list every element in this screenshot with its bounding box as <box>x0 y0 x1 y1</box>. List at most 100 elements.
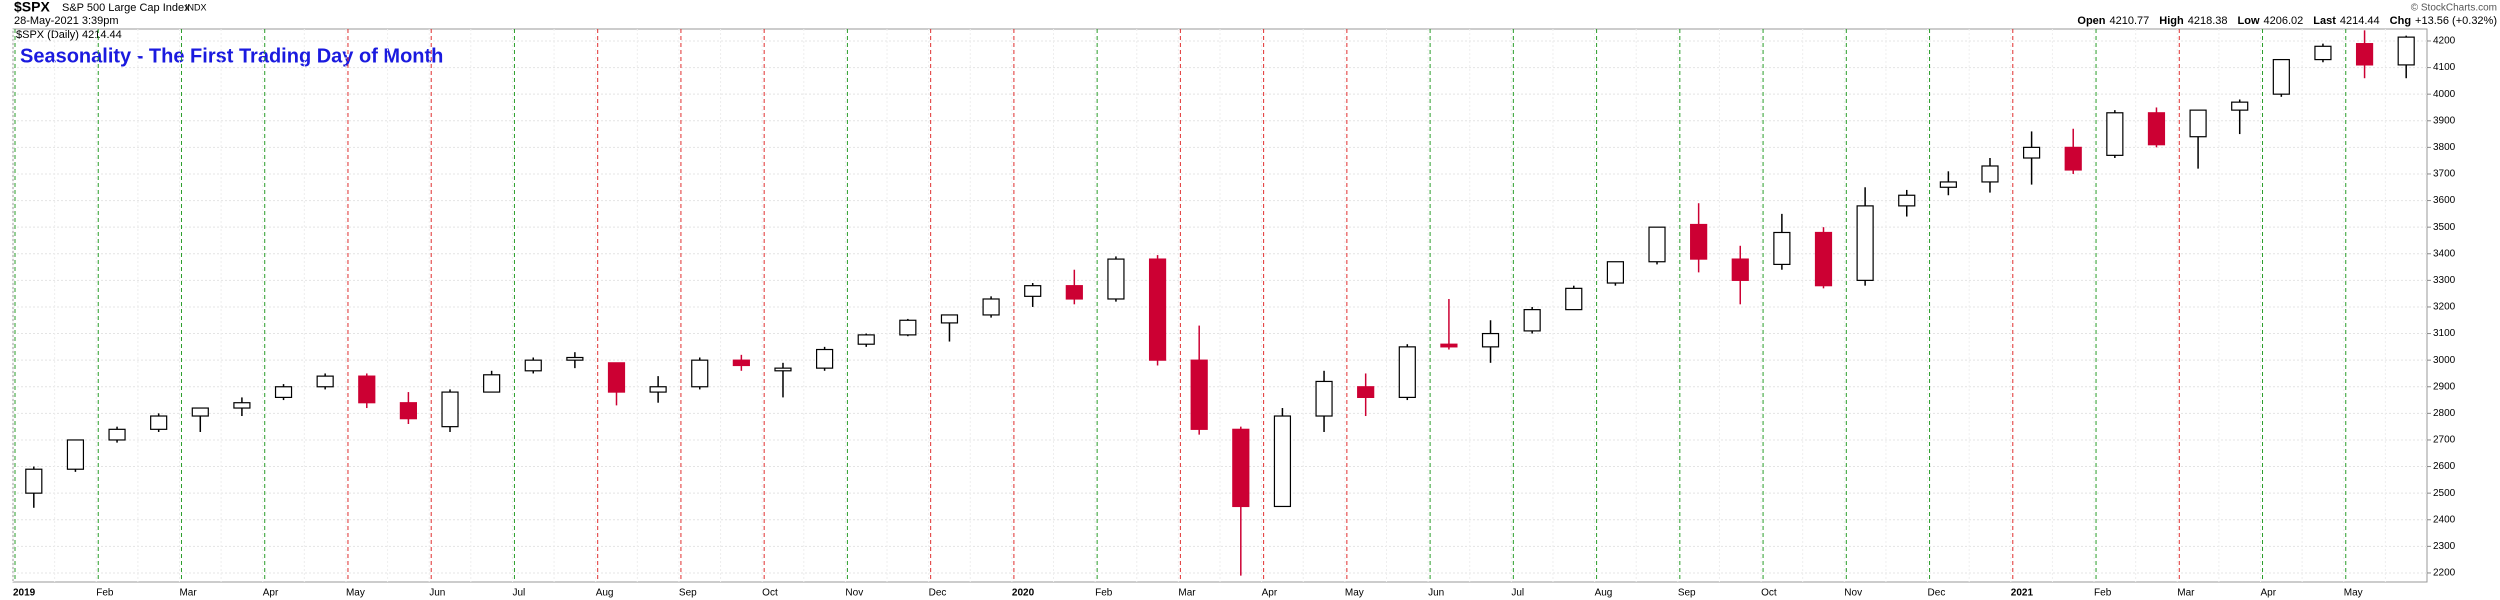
quote-label: Open <box>2077 15 2105 27</box>
y-tick-label: 2800 <box>2433 408 2456 419</box>
quote-value: 4218.38 <box>2188 15 2228 27</box>
y-tick-label: 3000 <box>2433 355 2456 366</box>
y-tick-label: 2700 <box>2433 435 2456 446</box>
y-tick-label: 3700 <box>2433 169 2456 180</box>
candle-body <box>1148 258 1167 361</box>
quote-label: Chg <box>2390 15 2411 27</box>
candle-body <box>1690 223 1708 260</box>
candle-body <box>1773 231 1791 266</box>
y-tick-label: 2200 <box>2433 568 2456 579</box>
candle-body <box>483 374 501 393</box>
candle-body <box>1315 380 1333 417</box>
candle-body <box>1606 261 1624 284</box>
candle-body <box>1565 287 1583 311</box>
y-tick-label: 3300 <box>2433 275 2456 286</box>
quote-value: 4210.77 <box>2110 15 2150 27</box>
y-tick-label: 2500 <box>2433 488 2456 499</box>
candle-body <box>2355 43 2374 66</box>
x-tick-label: Aug <box>1595 588 1613 599</box>
candle-body <box>1939 181 1957 188</box>
candle-body <box>66 439 85 470</box>
x-tick-label: Feb <box>96 588 114 599</box>
quote-value: 4206.02 <box>2264 15 2304 27</box>
candle-body <box>108 428 126 441</box>
candle-body <box>732 359 750 367</box>
y-tick-label: 3100 <box>2433 328 2456 339</box>
x-tick-label: Jun <box>1428 588 1444 599</box>
quote-label: High <box>2159 15 2184 27</box>
candle-body <box>2023 146 2041 159</box>
candle-body <box>1648 226 1666 263</box>
candle-body <box>1024 285 1042 297</box>
candle-body <box>1398 346 1416 399</box>
candle-body <box>524 359 542 372</box>
x-tick-label: Apr <box>1262 588 1278 599</box>
x-tick-label: Apr <box>2261 588 2277 599</box>
x-tick-label: Jun <box>429 588 445 599</box>
x-tick-label: Dec <box>929 588 947 599</box>
candle-body <box>1856 205 1874 281</box>
candle-body <box>566 356 584 361</box>
x-tick-label: Sep <box>1678 588 1696 599</box>
y-tick-label: 3900 <box>2433 115 2456 126</box>
candle-body <box>274 386 293 399</box>
y-tick-label: 3500 <box>2433 222 2456 233</box>
candle-body <box>857 334 875 345</box>
x-tick-label: Jul <box>512 588 525 599</box>
x-tick-label: Oct <box>1761 588 1777 599</box>
x-tick-label: Nov <box>845 588 863 599</box>
candle-body <box>2397 36 2415 66</box>
candle-body <box>150 415 168 430</box>
candle-body <box>1440 343 1458 348</box>
legend: $SPX (Daily) 4214.44 <box>16 29 122 41</box>
quote-label: Low <box>2238 15 2260 27</box>
candle-body <box>1898 194 1916 207</box>
x-tick-label: Mar <box>2177 588 2195 599</box>
candle-body <box>25 468 43 494</box>
quote-value: 4214.44 <box>2340 15 2380 27</box>
candle-body <box>2064 146 2082 171</box>
quote-label: Last <box>2313 15 2336 27</box>
x-tick-label: Feb <box>1095 588 1113 599</box>
candle-body <box>816 348 834 369</box>
x-tick-label: 2020 <box>1012 588 1035 599</box>
candle-body <box>316 375 334 388</box>
y-tick-label: 4000 <box>2433 89 2456 100</box>
symbol: $SPX <box>14 0 50 15</box>
x-tick-label: 2019 <box>13 588 36 599</box>
x-tick-label: Feb <box>2094 588 2112 599</box>
candle-body <box>1357 386 1375 399</box>
candle-body <box>982 298 1000 316</box>
candle-body <box>1731 258 1749 281</box>
x-tick-label: Mar <box>179 588 197 599</box>
y-tick-label: 2400 <box>2433 514 2456 525</box>
x-tick-label: Nov <box>1844 588 1862 599</box>
chart-title: Seasonality - The First Trading Day of M… <box>20 45 443 67</box>
y-tick-label: 2300 <box>2433 541 2456 552</box>
x-tick-label: Oct <box>762 588 778 599</box>
candle-body <box>2314 45 2332 61</box>
candle-body <box>2147 112 2166 146</box>
candle-body <box>649 386 667 393</box>
y-tick-label: 3600 <box>2433 195 2456 206</box>
y-tick-label: 2900 <box>2433 381 2456 392</box>
candle-body <box>774 367 792 372</box>
x-tick-label: May <box>2344 588 2363 599</box>
candle-body <box>191 407 209 417</box>
x-tick-label: May <box>1345 588 1364 599</box>
y-tick-label: 2600 <box>2433 461 2456 472</box>
candle-body <box>1481 332 1500 348</box>
x-tick-label: Jul <box>1511 588 1524 599</box>
candle-body <box>441 391 459 428</box>
copyright: © StockCharts.com <box>2411 3 2497 14</box>
exchange: INDX <box>185 2 207 12</box>
y-tick-label: 3800 <box>2433 142 2456 153</box>
candle-body <box>607 362 626 393</box>
candle-body <box>940 314 959 324</box>
y-tick-label: 3400 <box>2433 248 2456 259</box>
index-name: S&P 500 Large Cap Index <box>62 2 190 14</box>
quote-value: +13.56 (+0.32%) <box>2415 15 2497 27</box>
candle-body <box>1190 359 1208 430</box>
y-tick-label: 3200 <box>2433 302 2456 313</box>
